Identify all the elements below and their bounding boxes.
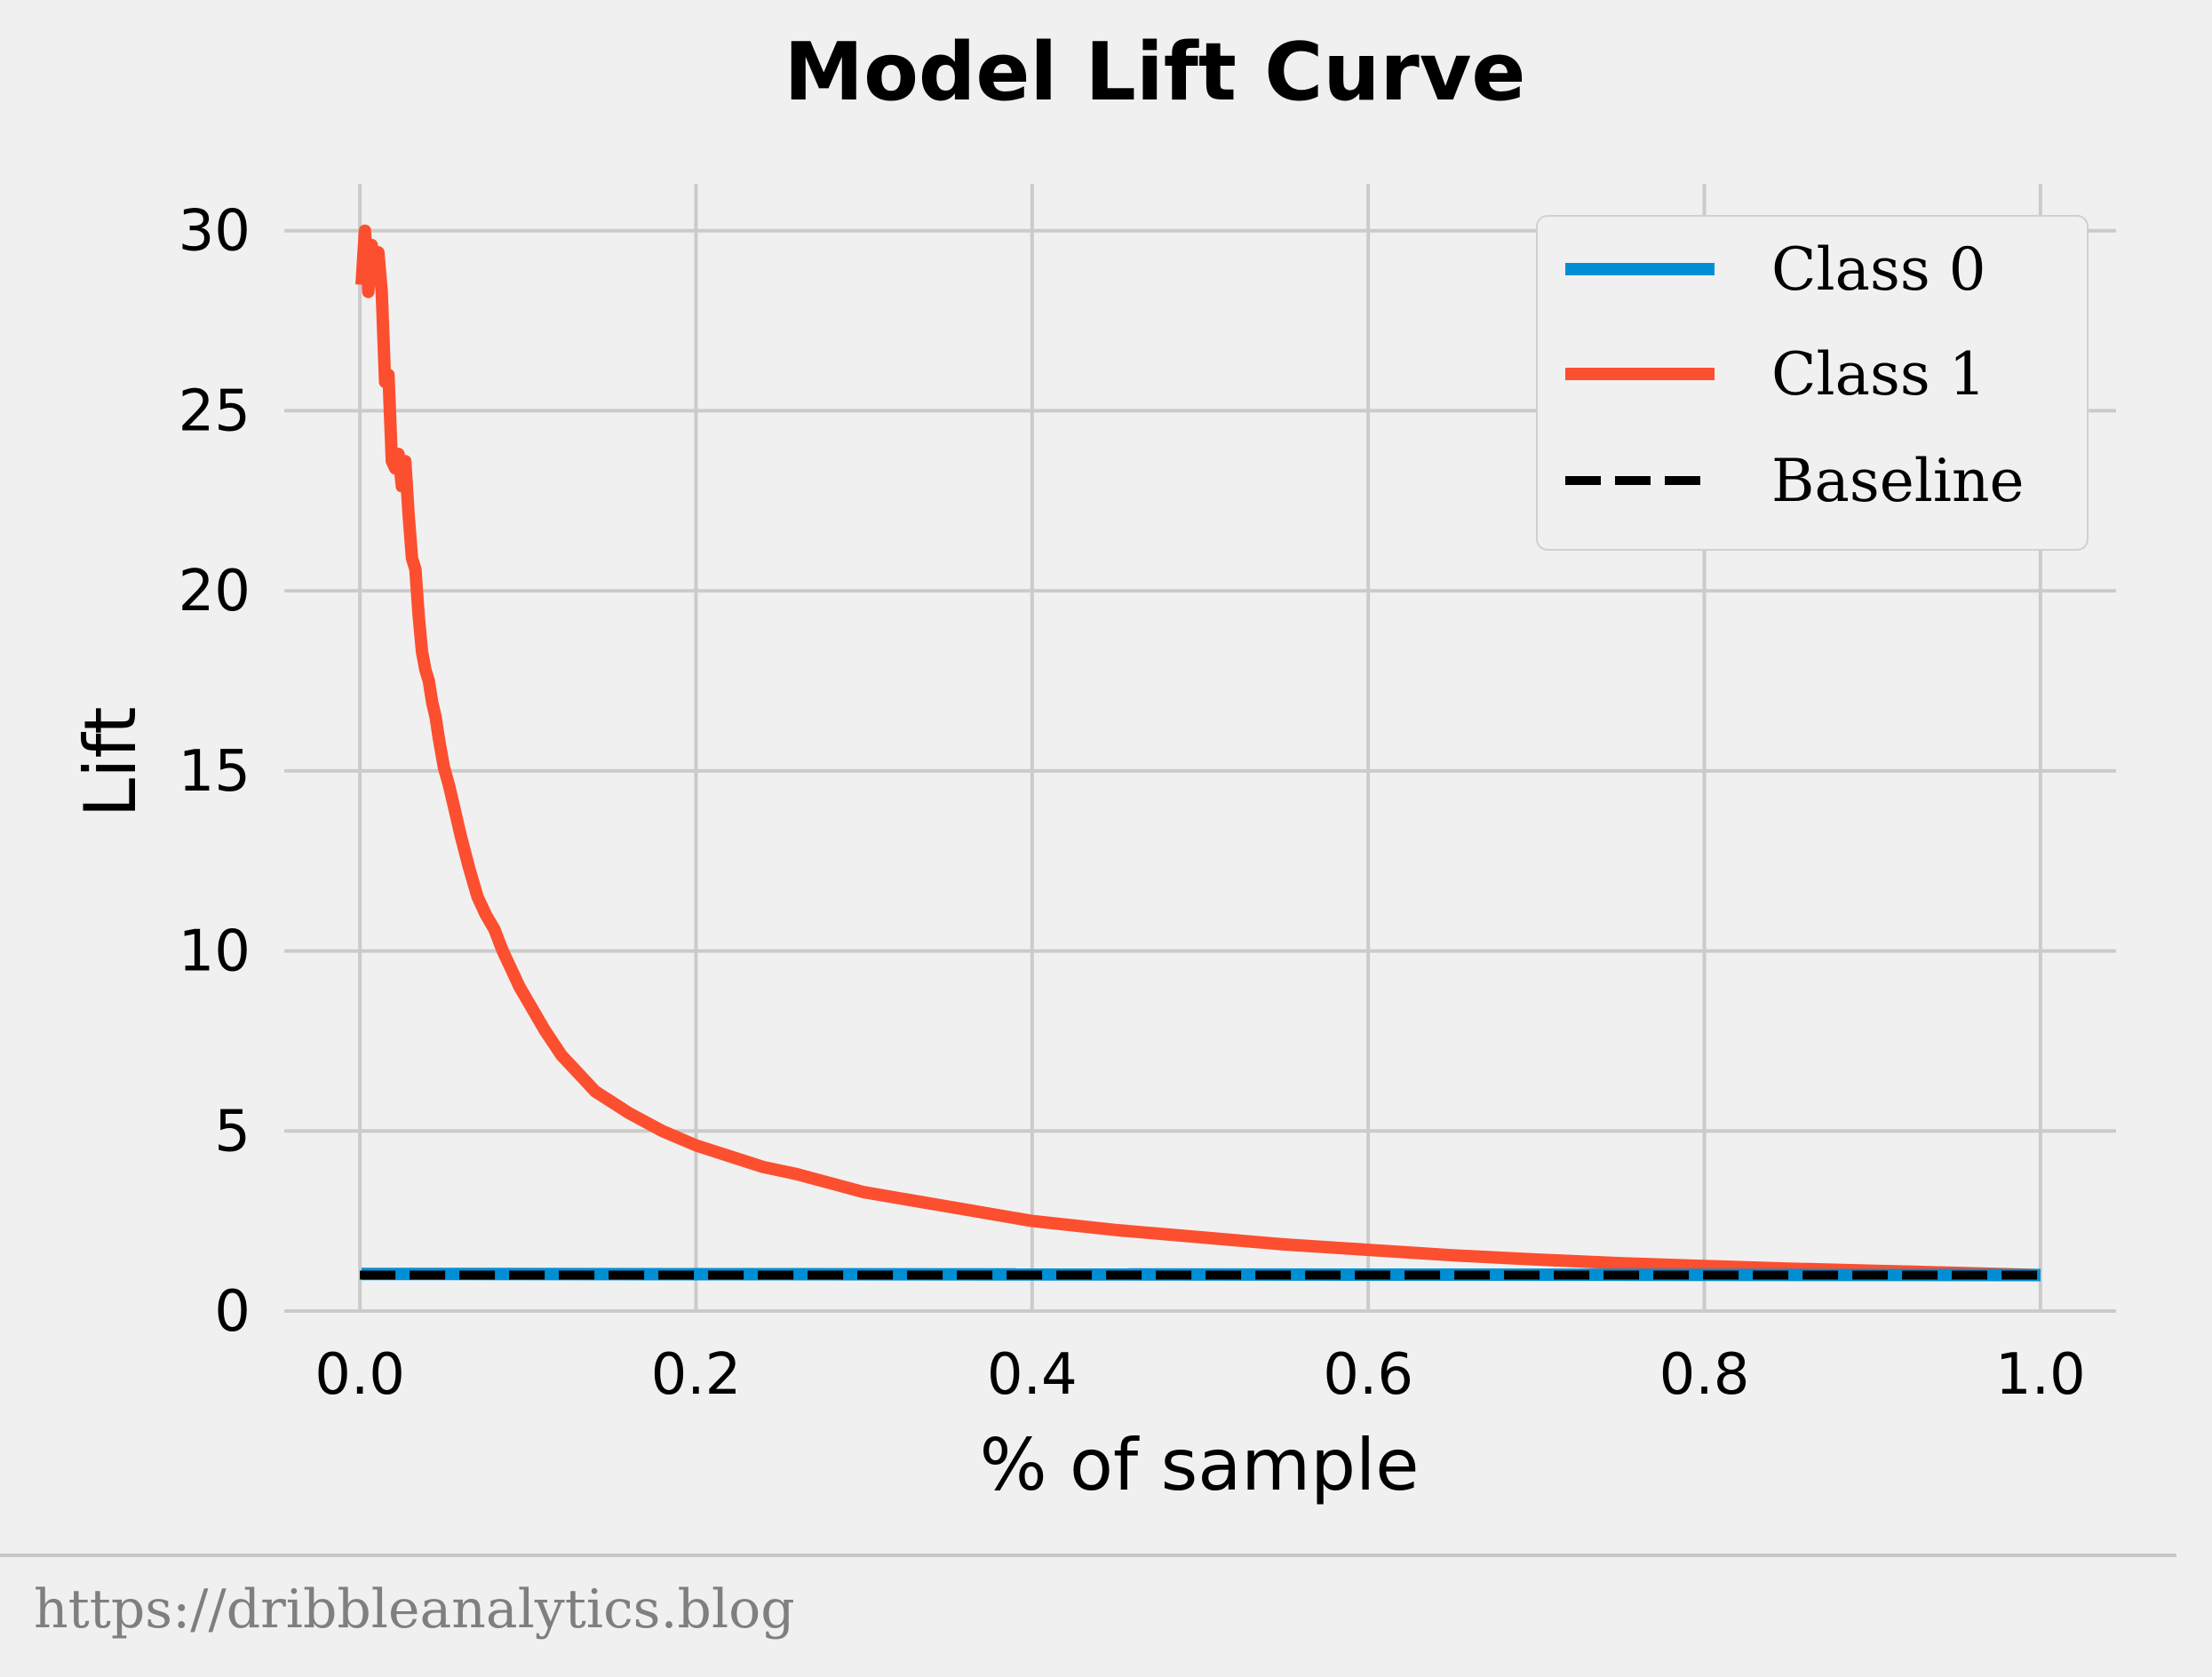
footer-source: https://dribbleanalytics.blog — [34, 1578, 795, 1641]
x-tick-label: 1.0 — [1995, 1342, 2086, 1408]
chart-title: Model Lift Curve — [784, 26, 1526, 119]
legend-label-baseline: Baseline — [1771, 447, 2025, 515]
legend-label-class-1: Class 1 — [1771, 340, 1986, 409]
y-tick-label: 15 — [179, 739, 251, 805]
x-tick-label: 0.2 — [651, 1342, 742, 1408]
legend: Class 0 Class 1 Baseline — [1536, 215, 2089, 551]
series-line-class-1 — [355, 224, 2041, 1282]
y-tick-label: 20 — [179, 559, 251, 624]
y-tick-label: 25 — [179, 378, 251, 444]
x-axis-label: % of sample — [980, 1424, 1420, 1506]
legend-label-class-0: Class 0 — [1771, 235, 1986, 304]
y-tick-label: 5 — [214, 1099, 251, 1164]
legend-box — [1536, 215, 2089, 551]
y-tick-label: 30 — [179, 199, 251, 265]
series-lines — [355, 224, 2041, 1282]
x-tick-label: 0.8 — [1659, 1342, 1750, 1408]
y-tick-label: 0 — [214, 1279, 251, 1345]
y-axis-label: Lift — [69, 707, 152, 818]
y-tick-label: 10 — [179, 919, 251, 985]
tick-labels: 0.0 0.2 0.4 0.6 0.8 1.0 0 5 10 15 20 25 30 — [179, 199, 2086, 1408]
x-tick-label: 0.6 — [1323, 1342, 1413, 1408]
grid — [284, 184, 2116, 1313]
x-tick-label: 0.0 — [314, 1342, 405, 1408]
x-tick-label: 0.4 — [987, 1342, 1078, 1408]
